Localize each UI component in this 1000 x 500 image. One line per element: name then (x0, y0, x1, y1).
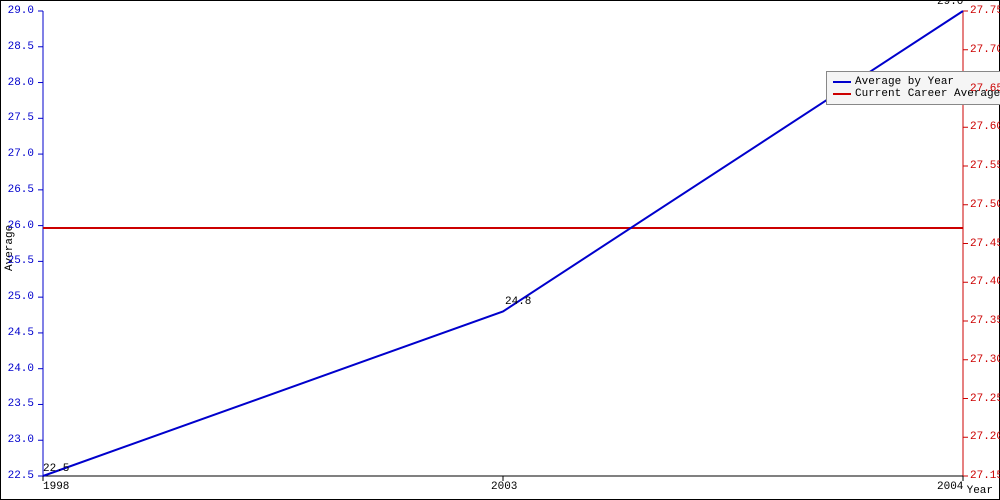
y-right-tick-label: 27.75 (970, 6, 1000, 17)
y-left-tick-label: 23.5 (8, 399, 34, 410)
y-left-tick-label: 26.5 (8, 185, 34, 196)
y-right-tick-label: 27.40 (970, 277, 1000, 288)
x-axis-title: Year (967, 486, 993, 497)
y-right-tick-label: 27.30 (970, 355, 1000, 366)
chart-container: Average Year Average by Year Current Car… (0, 0, 1000, 500)
data-point-label: 22.5 (43, 464, 69, 475)
y-left-tick-label: 24.5 (8, 328, 34, 339)
x-tick-label: 1998 (43, 482, 69, 493)
data-point-label: 29.0 (937, 0, 963, 8)
y-right-tick-label: 27.15 (970, 471, 1000, 482)
y-right-tick-label: 27.20 (970, 432, 1000, 443)
x-tick-label: 2004 (937, 482, 963, 493)
y-left-tick-label: 27.5 (8, 113, 34, 124)
x-tick-label: 2003 (491, 482, 517, 493)
y-right-tick-label: 27.25 (970, 394, 1000, 405)
y-left-tick-label: 28.5 (8, 42, 34, 53)
y-right-tick-label: 27.55 (970, 161, 1000, 172)
legend-swatch-avg (833, 81, 851, 83)
y-left-tick-label: 26.0 (8, 221, 34, 232)
y-right-tick-label: 27.45 (970, 239, 1000, 250)
y-right-tick-label: 27.60 (970, 122, 1000, 133)
y-right-tick-label: 27.35 (970, 316, 1000, 327)
y-right-tick-label: 27.50 (970, 200, 1000, 211)
y-right-tick-label: 27.70 (970, 45, 1000, 56)
y-left-tick-label: 29.0 (8, 6, 34, 17)
legend-label-avg: Average by Year (855, 76, 954, 88)
y-left-tick-label: 23.0 (8, 435, 34, 446)
y-left-tick-label: 27.0 (8, 149, 34, 160)
y-left-tick-label: 22.5 (8, 471, 34, 482)
y-left-tick-label: 25.0 (8, 292, 34, 303)
y-right-tick-label: 27.65 (970, 84, 1000, 95)
data-point-label: 24.8 (505, 297, 531, 308)
y-left-tick-label: 28.0 (8, 78, 34, 89)
y-left-tick-label: 25.5 (8, 256, 34, 267)
legend-swatch-career (833, 93, 851, 95)
y-left-tick-label: 24.0 (8, 364, 34, 375)
